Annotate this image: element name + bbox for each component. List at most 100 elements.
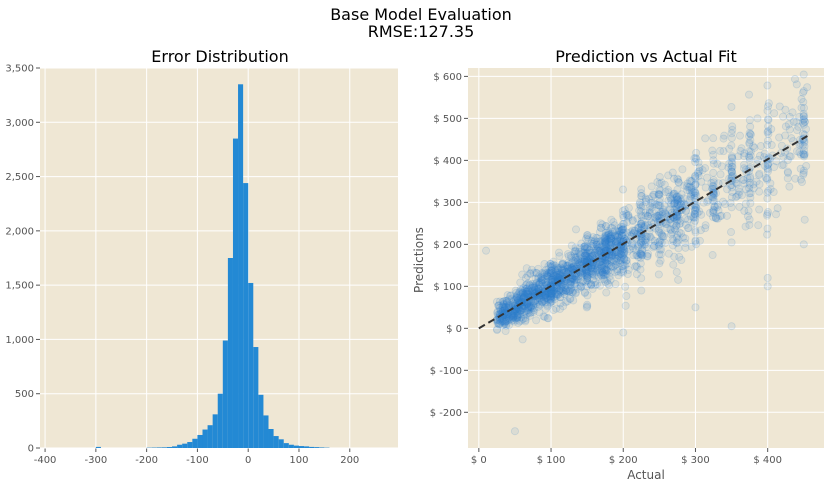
scatter-point [745,139,754,148]
scatter-point [493,317,502,326]
scatter-point [697,210,706,219]
scatter-xtick-label: $ 300 [681,455,710,466]
scatter-point [567,263,576,272]
scatter-point [588,275,597,284]
scatter-point [554,270,563,279]
scatter-point [500,306,509,315]
scatter-point [555,293,564,302]
scatter-point [519,294,528,303]
scatter-point [513,303,522,312]
scatter-point [611,260,620,269]
scatter-point [672,217,681,226]
scatter-point [655,185,664,194]
scatter-point [614,271,623,280]
scatter-point [744,206,753,215]
scatter-point [534,302,543,311]
scatter-point [590,246,599,255]
scatter-point [590,251,599,260]
scatter-point [500,319,509,328]
scatter-point [664,188,673,197]
scatter-point [691,180,700,189]
scatter-point [637,286,646,295]
scatter-point [530,287,539,296]
scatter-point [618,245,627,254]
scatter-point [686,212,695,221]
scatter-point [655,190,664,199]
scatter-point [582,252,591,261]
scatter-point [763,167,772,176]
scatter-point [719,197,728,206]
scatter-point [796,175,805,184]
scatter-point [508,316,517,325]
scatter-point [509,310,518,319]
scatter-point [555,248,564,257]
scatter-point [671,225,680,234]
scatter-point [619,219,628,228]
scatter-point [631,246,640,255]
scatter-point [637,222,646,231]
prediction-vs-actual-panel: Prediction vs Actual Fit Actual Predicti… [412,47,824,482]
scatter-point [584,267,593,276]
scatter-point [622,259,631,268]
scatter-point [691,153,700,162]
scatter-point [703,197,712,206]
scatter-point [614,232,623,241]
scatter-point [674,175,683,184]
scatter-point [500,317,509,326]
scatter-point [741,222,750,231]
scatter-point [601,259,610,268]
scatter-point [531,296,540,305]
scatter-point [637,237,646,246]
hist-bar [253,347,259,448]
scatter-point [629,251,638,260]
scatter-point [685,182,694,191]
scatter-point [575,259,584,268]
scatter-point [616,268,625,277]
scatter-point [554,270,563,279]
scatter-point [548,285,557,294]
scatter-point [540,268,549,277]
scatter-point [518,304,527,313]
scatter-point [597,251,606,260]
scatter-point [601,243,610,252]
scatter-point [594,272,603,281]
scatter-point [667,194,676,203]
scatter-point [550,270,559,279]
scatter-point [612,260,621,269]
scatter-point [775,133,784,142]
scatter-point [502,316,511,325]
scatter-point [566,263,575,272]
scatter-point [562,287,571,296]
scatter-point [578,269,587,278]
scatter-point [638,212,647,221]
scatter-point [674,197,683,206]
scatter-point [754,171,763,180]
scatter-point [683,224,692,233]
scatter-point [553,265,562,274]
scatter-point [493,319,502,328]
hist-bar [263,415,269,448]
scatter-point [791,174,800,183]
scatter-point [622,210,631,219]
scatter-point [734,184,743,193]
scatter-point [570,257,579,266]
scatter-point [740,149,749,158]
scatter-point [799,120,808,129]
scatter-point [695,207,704,216]
scatter-point [553,268,562,277]
scatter-point [500,296,509,305]
scatter-point [521,284,530,293]
scatter-point [670,189,679,198]
scatter-point [580,251,589,260]
scatter-point [619,229,628,238]
scatter-point [574,260,583,269]
scatter-point [746,199,755,208]
scatter-point [739,151,748,160]
scatter-point [569,262,578,271]
scatter-point [579,248,588,257]
scatter-point [576,282,585,291]
scatter-point [607,254,616,263]
scatter-point [637,221,646,230]
scatter-point [655,259,664,268]
scatter-point [727,141,736,150]
